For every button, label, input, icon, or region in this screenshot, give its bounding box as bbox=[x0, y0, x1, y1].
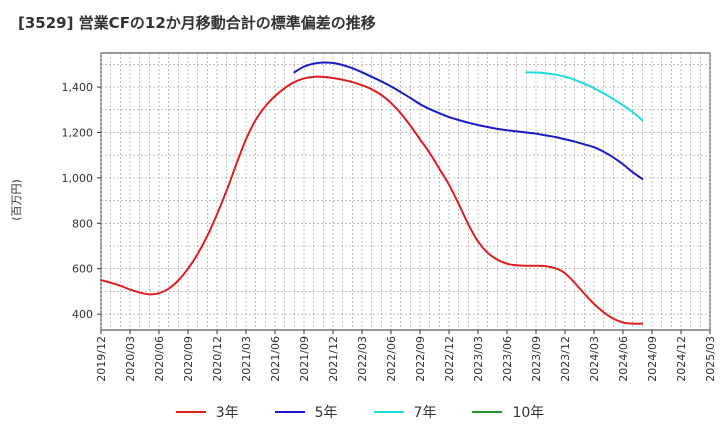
x-tick-label: 2019/12 bbox=[95, 336, 108, 382]
x-tick-label: 2023/12 bbox=[559, 336, 572, 382]
chart-title: [3529] 営業CFの12か月移動合計の標準偏差の推移 bbox=[18, 14, 376, 32]
x-axis-ticks: 2019/12 2020/03 2020/06 2020/09 2020/12 2021/… bbox=[95, 330, 717, 382]
x-tick-label: 2020/09 bbox=[182, 336, 195, 382]
series-line-7年 bbox=[525, 71, 644, 122]
x-tick-label: 2020/06 bbox=[153, 336, 166, 382]
legend-label: 7年 bbox=[413, 405, 437, 421]
plot-area bbox=[100, 52, 711, 331]
x-tick-label: 2022/12 bbox=[443, 336, 456, 382]
x-tick-label: 2022/09 bbox=[414, 336, 427, 382]
x-tick-label: 2024/12 bbox=[675, 336, 688, 382]
y-axis-unit-label: (百万円) bbox=[10, 179, 23, 221]
x-tick-label: 2024/09 bbox=[646, 336, 659, 382]
y-tick-label: 1,000 bbox=[62, 172, 94, 185]
x-tick-label: 2021/09 bbox=[298, 336, 311, 382]
x-tick-label: 2022/03 bbox=[356, 336, 369, 382]
x-tick-label: 2025/03 bbox=[704, 336, 717, 382]
legend-item: 3年 bbox=[175, 402, 239, 422]
legend-item: 10年 bbox=[472, 402, 544, 422]
x-tick-label: 2023/09 bbox=[530, 336, 543, 382]
chart-legend: 3年 5年 7年 10年 bbox=[0, 402, 720, 422]
legend-swatch bbox=[472, 411, 503, 413]
x-tick-label: 2021/03 bbox=[240, 336, 253, 382]
y-tick-label: 1,400 bbox=[62, 81, 94, 94]
legend-item: 5年 bbox=[274, 402, 338, 422]
x-tick-label: 2020/03 bbox=[124, 336, 137, 382]
x-tick-label: 2024/06 bbox=[617, 336, 630, 382]
legend-label: 10年 bbox=[512, 405, 545, 421]
y-tick-label: 600 bbox=[72, 263, 93, 276]
legend-swatch bbox=[373, 411, 404, 413]
series-line-3年 bbox=[100, 75, 644, 325]
x-tick-label: 2020/12 bbox=[211, 336, 224, 382]
x-tick-label: 2024/03 bbox=[588, 336, 601, 382]
legend-label: 3年 bbox=[215, 405, 239, 421]
x-tick-label: 2023/06 bbox=[501, 336, 514, 382]
y-tick-label: 1,200 bbox=[62, 126, 94, 139]
x-tick-label: 2023/03 bbox=[472, 336, 485, 382]
legend-label: 5年 bbox=[314, 405, 338, 421]
grid-lines bbox=[100, 53, 711, 330]
y-tick-label: 800 bbox=[72, 217, 93, 230]
x-tick-label: 2021/12 bbox=[327, 336, 340, 382]
y-axis-ticks: 400 600 800 1,000 1,200 1,400 bbox=[62, 81, 101, 321]
x-tick-label: 2021/06 bbox=[269, 336, 282, 382]
y-tick-label: 400 bbox=[72, 308, 93, 321]
x-tick-label: 2022/06 bbox=[385, 336, 398, 382]
legend-item: 7年 bbox=[373, 402, 437, 422]
legend-swatch bbox=[175, 411, 206, 413]
plot-frame bbox=[100, 52, 711, 331]
series-lines bbox=[100, 61, 644, 325]
legend-swatch bbox=[274, 411, 305, 413]
series-line-5年 bbox=[293, 61, 644, 181]
